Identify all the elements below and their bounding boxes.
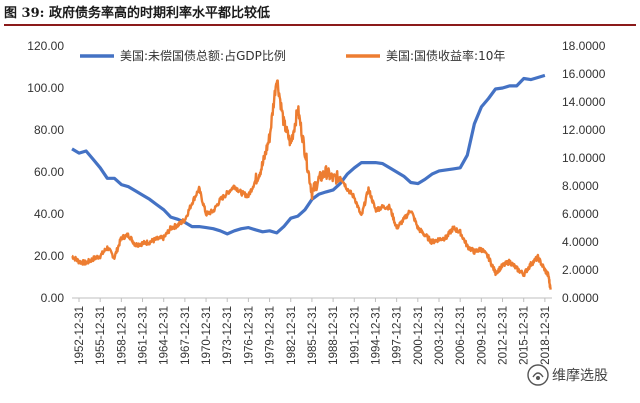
x-axis-tick-label: 2009-12-31 [476,306,488,365]
right-axis-tick-label: 2.0000 [562,263,599,277]
left-axis-tick-label: 0.00 [41,291,65,305]
x-axis-tick-label: 1964-12-31 [159,306,171,365]
x-axis-tick-label: 1991-12-31 [349,306,361,365]
right-axis-tick-label: 16.0000 [562,67,606,81]
right-axis-tick-label: 4.0000 [562,235,599,249]
x-axis-tick-label: 2015-12-31 [519,306,531,365]
right-axis-tick-label: 18.0000 [562,39,606,53]
watermark-text: 维摩选股 [552,368,608,384]
right-axis-tick-label: 8.0000 [562,179,599,193]
left-axis-tick-label: 120.00 [27,39,64,53]
legend-label-2: 美国:国债收益率:10年 [386,48,505,63]
right-axis-tick-label: 6.0000 [562,207,599,221]
title-rule [4,24,636,26]
right-axis-tick-label: 0.0000 [562,291,599,305]
right-axis-tick-label: 12.0000 [562,123,606,137]
x-axis-tick-label: 1976-12-31 [243,306,255,365]
wechat-official-account-icon [527,364,549,386]
x-axis-tick-label: 1961-12-31 [138,306,150,365]
left-axis-tick-label: 80.00 [34,123,64,137]
series-line-1 [71,73,546,236]
right-axis-tick-label: 10.0000 [562,151,606,165]
x-axis-tick-label: 1967-12-31 [180,306,192,365]
x-axis-tick-label: 1997-12-31 [392,306,404,365]
x-axis-tick-label: 1970-12-31 [201,306,213,365]
right-axis-tick-label: 14.0000 [562,95,606,109]
x-axis-tick-label: 1958-12-31 [116,306,128,365]
watermark: 维摩选股 [527,364,608,386]
x-axis-tick-label: 2000-12-31 [413,306,425,365]
series-line-2 [71,79,552,290]
left-axis-tick-label: 40.00 [34,207,64,221]
x-axis-tick-label: 2006-12-31 [455,306,467,365]
x-axis-tick-label: 2003-12-31 [434,306,446,365]
legend-label-1: 美国:未偿国债总额:占GDP比例 [120,48,286,63]
x-axis-tick-label: 1985-12-31 [307,306,319,365]
x-axis-tick-label: 1973-12-31 [222,306,234,365]
x-axis-tick-label: 1979-12-31 [265,306,277,365]
x-axis-tick-label: 2012-12-31 [498,306,510,365]
x-axis-tick-label: 1955-12-31 [95,306,107,365]
left-axis-tick-label: 20.00 [34,249,64,263]
x-axis-tick-label: 1982-12-31 [286,306,298,365]
figure-title: 图 39: 政府债务率高的时期利率水平都比较低 [4,6,270,21]
x-axis-tick-label: 2018-12-31 [540,306,552,365]
left-axis-tick-label: 100.00 [27,81,64,95]
x-axis-tick-label: 1952-12-31 [74,306,86,365]
left-axis-tick-label: 60.00 [34,165,64,179]
x-axis-tick-label: 1988-12-31 [328,306,340,365]
x-axis-tick-label: 1994-12-31 [370,306,382,365]
